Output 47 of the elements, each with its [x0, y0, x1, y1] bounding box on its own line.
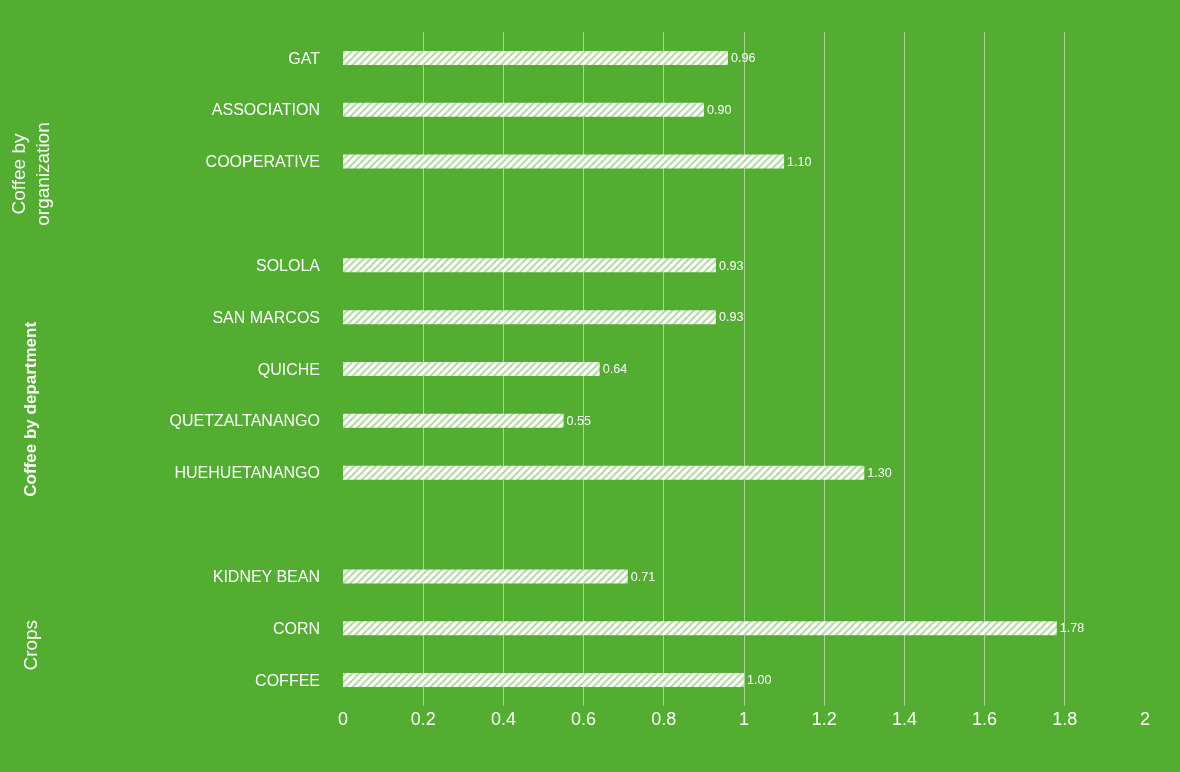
- y-tick-label: SOLOLA: [255, 256, 321, 274]
- x-tick-label: 0.4: [490, 709, 516, 729]
- x-tick-label: 1.2: [811, 709, 837, 729]
- bar: [343, 621, 1057, 636]
- bar: [343, 569, 628, 584]
- data-label: 0.90: [706, 102, 732, 117]
- bar: [343, 258, 716, 273]
- x-tick-label: 0.8: [651, 709, 677, 729]
- x-tick-label: 0.6: [571, 709, 597, 729]
- text: Coffee by organization: [7, 122, 54, 226]
- bar: [343, 465, 865, 480]
- bar: [343, 413, 564, 428]
- x-tick-label: 1.6: [972, 709, 998, 729]
- bar: [343, 362, 600, 376]
- y-tick-label: KIDNEY BEAN: [212, 567, 320, 585]
- data-label: 0.93: [718, 310, 744, 325]
- bar: [343, 102, 704, 117]
- x-tick-label: 1.8: [1052, 709, 1078, 729]
- bar: [343, 310, 716, 325]
- y-tick-label: QUETZALTANANGO: [169, 412, 320, 430]
- y-tick-label: ASSOCIATION: [211, 101, 320, 119]
- data-label: 1.10: [787, 154, 812, 169]
- data-label: 1.30: [867, 465, 892, 480]
- y-tick-label: COOPERATIVE: [205, 153, 320, 171]
- y-tick-label: QUICHE: [257, 360, 320, 378]
- y-tick-label: COFFEE: [255, 671, 320, 689]
- y-tick-label: SAN MARCOS: [212, 308, 320, 326]
- data-label: 0.64: [602, 362, 628, 377]
- data-label: 0.96: [730, 51, 756, 66]
- data-label: 0.71: [630, 569, 656, 584]
- bar: [343, 673, 744, 688]
- data-label: 0.55: [566, 414, 592, 429]
- y-tick-label: HUEHUETANANGO: [174, 464, 320, 482]
- x-tick-label: 0: [337, 709, 349, 729]
- data-label: 0.93: [718, 258, 744, 273]
- x-tick-label: 2: [1139, 709, 1151, 729]
- x-tick-label: 1.4: [891, 709, 917, 729]
- bar: [343, 50, 728, 65]
- data-label: 1.00: [747, 673, 772, 688]
- x-tick-label: 0.2: [410, 709, 436, 729]
- text: Coffee by department: [20, 321, 40, 497]
- text: Crops: [19, 619, 41, 671]
- y-tick-label: GAT: [288, 49, 321, 67]
- bar: [343, 154, 785, 169]
- x-tick-label: 1: [738, 709, 750, 729]
- data-label: 1.78: [1059, 621, 1085, 636]
- y-tick-label: CORN: [272, 619, 320, 637]
